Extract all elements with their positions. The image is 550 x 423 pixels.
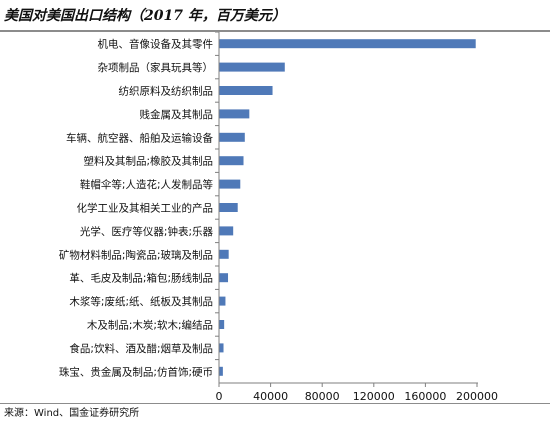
category-label: 矿物材料制品;陶瓷品;玻璃及制品 (59, 248, 213, 261)
x-tick-label: 0 (216, 390, 223, 402)
bar (219, 320, 225, 329)
category-label: 革、毛皮及制品;箱包;肠线制品 (69, 272, 213, 285)
category-label: 食品;饮料、酒及醋;烟草及制品 (69, 342, 213, 355)
category-label: 木浆等;废纸;纸、纸板及其制品 (69, 295, 213, 308)
bar (219, 226, 234, 236)
category-label: 化学工业及其相关工业的产品 (77, 202, 214, 215)
title-divider (0, 30, 550, 32)
bar (219, 296, 226, 306)
x-tick-label: 160000 (404, 390, 446, 402)
bar (219, 132, 245, 142)
bar (219, 366, 223, 376)
category-label: 杂项制品（家具玩具等） (98, 61, 214, 74)
category-label: 木及制品;木炭;软木;编结品 (87, 319, 213, 332)
category-label: 纺织原料及纺织制品 (119, 85, 214, 98)
bar (219, 156, 244, 166)
bar (219, 343, 224, 353)
x-tick-label: 40000 (253, 390, 288, 402)
bar (219, 249, 229, 259)
x-axis: 0 40000 80000 120000 160000 200000 (215, 32, 498, 402)
bar (219, 109, 250, 119)
bar (219, 273, 229, 283)
x-tick-label: 200000 (456, 390, 498, 402)
bar (219, 62, 285, 72)
x-tick-label: 80000 (305, 390, 340, 402)
bars (219, 39, 476, 376)
bar (219, 203, 238, 212)
bar (219, 86, 273, 95)
bar (219, 179, 241, 189)
category-label: 机电、音像设备及其零件 (98, 38, 214, 51)
x-tick-label: 120000 (353, 390, 395, 402)
category-label: 鞋帽伞等;人造花;人发制品等 (80, 178, 214, 191)
chart-title: 美国对美国出口结构（2017 年，百万美元） (4, 8, 286, 24)
bar (219, 39, 476, 49)
source-note: 来源：Wind、国金证券研究所 (4, 408, 140, 419)
category-label: 光学、医疗等仪器;钟表;乐器 (80, 225, 214, 238)
category-label: 珠宝、贵金属及制品;仿首饰;硬币 (59, 365, 213, 378)
category-label: 车辆、航空器、船舶及运输设备 (66, 131, 213, 144)
source-divider (0, 403, 550, 404)
category-label: 贱金属及其制品 (140, 108, 214, 121)
category-label: 塑料及其制品;橡胶及其制品 (83, 155, 213, 168)
